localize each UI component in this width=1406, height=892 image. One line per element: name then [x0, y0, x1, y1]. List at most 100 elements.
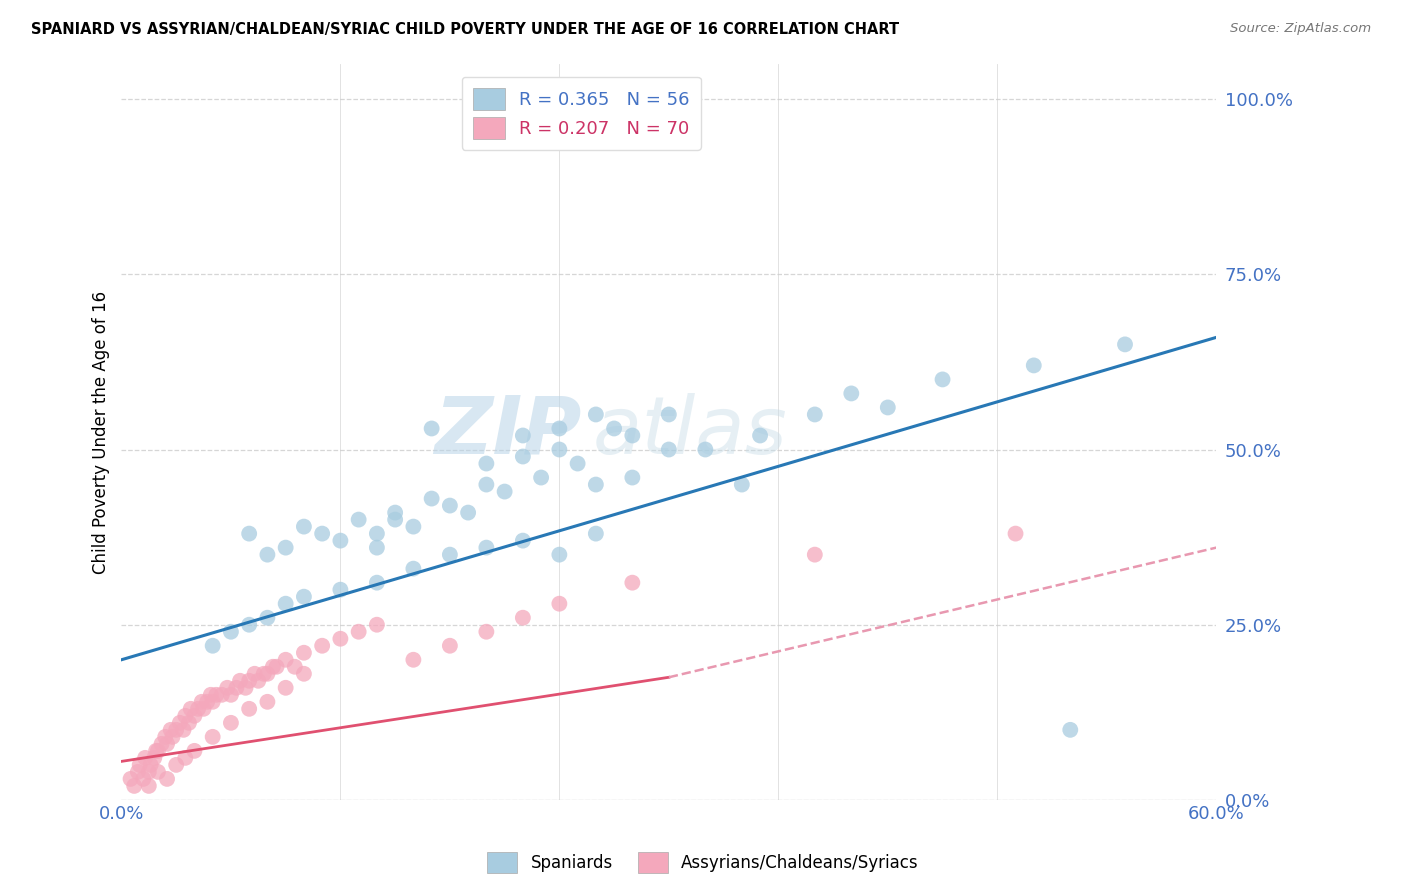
Point: [603, 421, 626, 435]
Point: [311, 526, 333, 541]
Point: [366, 575, 388, 590]
Point: [262, 659, 284, 673]
Point: [1059, 723, 1081, 737]
Point: [138, 779, 160, 793]
Point: [274, 597, 297, 611]
Point: [256, 666, 278, 681]
Point: [146, 744, 169, 758]
Point: [200, 688, 222, 702]
Point: [134, 751, 156, 765]
Point: [256, 695, 278, 709]
Point: [139, 757, 162, 772]
Point: [1004, 526, 1026, 541]
Point: [274, 653, 297, 667]
Point: [201, 695, 224, 709]
Text: ZIP: ZIP: [434, 393, 581, 471]
Point: [402, 519, 425, 533]
Point: [120, 772, 142, 786]
Point: [402, 562, 425, 576]
Point: [512, 428, 534, 442]
Point: [1022, 359, 1045, 373]
Point: [229, 673, 252, 688]
Point: [839, 386, 862, 401]
Point: [205, 688, 228, 702]
Point: [311, 639, 333, 653]
Point: [190, 695, 212, 709]
Point: [162, 730, 184, 744]
Point: [274, 681, 297, 695]
Point: [475, 541, 498, 555]
Point: [329, 533, 352, 548]
Point: [174, 708, 197, 723]
Point: [219, 624, 242, 639]
Point: [266, 659, 288, 673]
Point: [366, 541, 388, 555]
Point: [238, 617, 260, 632]
Point: [439, 548, 461, 562]
Point: [621, 575, 644, 590]
Point: [253, 666, 276, 681]
Point: [165, 723, 187, 737]
Point: [177, 715, 200, 730]
Point: [256, 548, 278, 562]
Point: [138, 764, 160, 779]
Point: [156, 772, 179, 786]
Point: [585, 477, 607, 491]
Point: [420, 421, 443, 435]
Point: [402, 653, 425, 667]
Point: [180, 702, 202, 716]
Point: [329, 582, 352, 597]
Point: [512, 450, 534, 464]
Point: [931, 372, 953, 386]
Point: [150, 737, 173, 751]
Point: [155, 730, 177, 744]
Point: [749, 428, 772, 442]
Point: [165, 757, 187, 772]
Y-axis label: Child Poverty Under the Age of 16: Child Poverty Under the Age of 16: [93, 291, 110, 574]
Point: [804, 548, 827, 562]
Text: SPANIARD VS ASSYRIAN/CHALDEAN/SYRIAC CHILD POVERTY UNDER THE AGE OF 16 CORRELATI: SPANIARD VS ASSYRIAN/CHALDEAN/SYRIAC CHI…: [31, 22, 898, 37]
Point: [132, 772, 155, 786]
Point: [156, 737, 179, 751]
Point: [585, 526, 607, 541]
Point: [217, 681, 239, 695]
Point: [439, 499, 461, 513]
Point: [128, 757, 150, 772]
Point: [201, 730, 224, 744]
Point: [621, 470, 644, 484]
Point: [621, 428, 644, 442]
Point: [366, 526, 388, 541]
Point: [145, 744, 167, 758]
Point: [475, 457, 498, 471]
Point: [219, 715, 242, 730]
Point: [876, 401, 898, 415]
Point: [548, 421, 571, 435]
Point: [143, 751, 166, 765]
Point: [548, 548, 571, 562]
Point: [193, 702, 215, 716]
Point: [567, 457, 589, 471]
Point: [256, 611, 278, 625]
Point: [187, 702, 209, 716]
Point: [219, 688, 242, 702]
Point: [329, 632, 352, 646]
Point: [292, 590, 315, 604]
Point: [347, 624, 370, 639]
Point: [475, 477, 498, 491]
Point: [238, 702, 260, 716]
Point: [172, 723, 194, 737]
Legend: R = 0.365   N = 56, R = 0.207   N = 70: R = 0.365 N = 56, R = 0.207 N = 70: [461, 77, 700, 150]
Point: [548, 442, 571, 457]
Point: [169, 715, 191, 730]
Point: [512, 533, 534, 548]
Point: [183, 708, 205, 723]
Point: [238, 673, 260, 688]
Point: [238, 526, 260, 541]
Point: [183, 744, 205, 758]
Point: [274, 541, 297, 555]
Point: [475, 624, 498, 639]
Point: [225, 681, 247, 695]
Point: [494, 484, 516, 499]
Point: [211, 688, 233, 702]
Point: [585, 408, 607, 422]
